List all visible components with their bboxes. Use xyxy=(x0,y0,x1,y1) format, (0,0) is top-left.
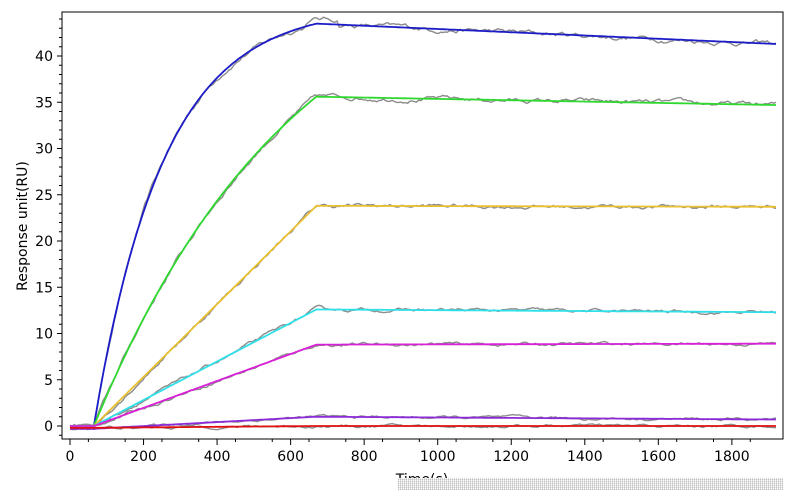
y-axis-ticks: 0 5 10 15 20 25 30 35 40 xyxy=(35,18,62,436)
raw-trace-3 xyxy=(70,202,777,430)
fit-line-6 xyxy=(70,415,776,430)
raw-trace-1 xyxy=(69,16,777,431)
fit-line-4 xyxy=(70,308,776,427)
y-tick-label-10: 10 xyxy=(35,327,53,343)
y-tick-label-5: 5 xyxy=(44,373,53,389)
fit-line-1 xyxy=(70,22,777,427)
x-axis-ticks: 0 200 400 600 800 1000 1200 1400 1600 1800 xyxy=(66,439,751,465)
y-tick-label-35: 35 xyxy=(35,95,53,111)
x-tick-label-400: 400 xyxy=(204,449,231,465)
x-tick-label-1800: 1800 xyxy=(714,449,750,465)
plot-frame xyxy=(61,11,784,440)
x-tick-label-1000: 1000 xyxy=(420,449,456,465)
y-tick-label-0: 0 xyxy=(44,419,53,435)
raw-traces xyxy=(69,16,777,431)
y-tick-label-40: 40 xyxy=(35,49,53,65)
fit-line-7 xyxy=(70,425,776,429)
x-tick-label-1200: 1200 xyxy=(493,449,529,465)
y-tick-label-25: 25 xyxy=(35,188,53,204)
x-tick-label-600: 600 xyxy=(277,449,304,465)
fit-lines xyxy=(70,22,777,430)
x-tick-label-200: 200 xyxy=(130,449,157,465)
y-axis-title: Response unit(RU) xyxy=(15,161,31,291)
fit-line-5 xyxy=(70,342,776,427)
y-tick-label-30: 30 xyxy=(35,142,53,158)
x-tick-label-800: 800 xyxy=(351,449,378,465)
fit-line-3 xyxy=(70,204,776,427)
x-tick-label-1600: 1600 xyxy=(641,449,677,465)
y-tick-label-20: 20 xyxy=(35,234,53,250)
scan-noise-overlay xyxy=(398,478,783,490)
x-tick-label-0: 0 xyxy=(66,449,75,465)
x-tick-label-1400: 1400 xyxy=(567,449,603,465)
raw-trace-4 xyxy=(69,304,777,428)
y-tick-label-15: 15 xyxy=(35,280,53,296)
fit-line-2 xyxy=(70,95,776,427)
